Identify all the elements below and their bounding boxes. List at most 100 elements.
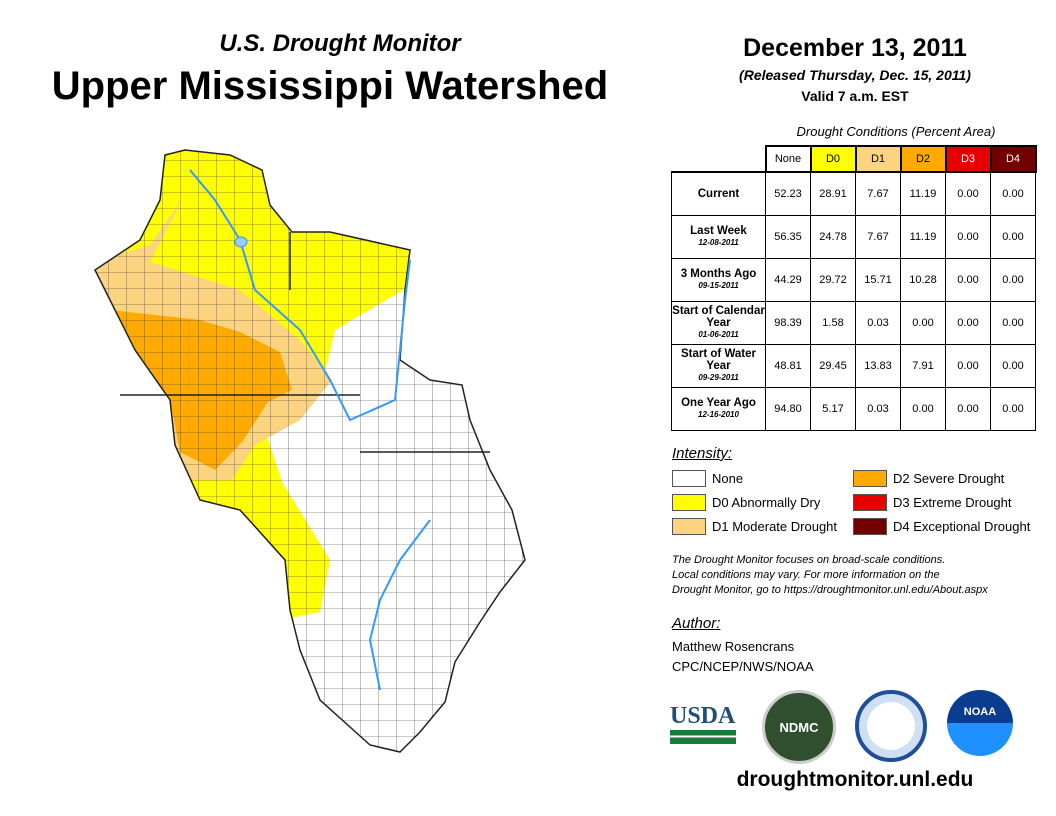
legend-swatch — [672, 518, 706, 535]
table-cell: 0.03 — [855, 301, 901, 345]
table-row: Current 52.23 28.91 7.67 11.19 0.00 0.00 — [671, 171, 1036, 216]
table-cell: 13.83 — [855, 344, 901, 388]
col-d0: D0 — [809, 145, 857, 173]
table-cell: 0.00 — [990, 171, 1036, 216]
col-d2: D2 — [899, 145, 947, 173]
table-cell: 24.78 — [810, 215, 856, 259]
author-heading: Author: — [672, 615, 721, 632]
lake — [234, 236, 248, 248]
table-cell: 56.35 — [765, 215, 811, 259]
table-cell: 28.91 — [810, 171, 856, 216]
legend-title: Intensity: — [672, 445, 733, 462]
row-date: 09-15-2011 — [698, 281, 739, 290]
mississippi-river — [189, 169, 431, 691]
row-date: 09-29-2011 — [698, 373, 739, 382]
table-cell: 0.00 — [990, 344, 1036, 388]
col-d4: D4 — [989, 145, 1037, 173]
table-cell: 0.00 — [990, 258, 1036, 302]
table-row: Start of Water Year 09-29-2011 48.81 29.45 1… — [671, 344, 1036, 388]
legend-item: D3 Extreme Drought — [853, 494, 1012, 511]
row-label-text: One Year Ago — [681, 397, 756, 409]
row-label-text: Start of Calendar Year — [672, 305, 765, 329]
legend-swatch — [853, 518, 887, 535]
row-label-text: Start of Water Year — [681, 348, 756, 372]
usda-logo: USDA — [670, 703, 736, 749]
table-cell: 29.72 — [810, 258, 856, 302]
row-date: 12-16-2010 — [698, 410, 739, 419]
legend-label: D3 Extreme Drought — [893, 495, 1012, 510]
table-cell: 11.19 — [900, 171, 946, 216]
note-line: Drought Monitor, go to https://droughtmo… — [672, 584, 988, 596]
ndmc-text: NDMC — [779, 719, 819, 735]
subtitle: U.S. Drought Monitor — [219, 30, 461, 57]
table-cell: 52.23 — [765, 171, 811, 216]
table-cell: 0.00 — [945, 301, 991, 345]
row-label-text: 3 Months Ago — [680, 268, 757, 280]
table-caption: Drought Conditions (Percent Area) — [796, 124, 996, 139]
legend-item: D0 Abnormally Dry — [672, 494, 820, 511]
col-none: None — [764, 145, 812, 173]
note-line: Local conditions may vary. For more info… — [672, 569, 940, 581]
row-date: 12-08-2011 — [698, 238, 739, 247]
table-cell: 48.81 — [765, 344, 811, 388]
row-label: Current — [671, 171, 766, 216]
table-cell: 0.00 — [945, 215, 991, 259]
table-cell: 44.29 — [765, 258, 811, 302]
table-cell: 15.71 — [855, 258, 901, 302]
table-cell: 94.80 — [765, 387, 811, 431]
drought-conditions-table: None D0 D1 D2 D3 D4 Current 52.23 28.91 7.6… — [671, 145, 1037, 431]
commerce-seal-icon — [855, 690, 927, 762]
note-line: The Drought Monitor focuses on broad-sca… — [672, 554, 946, 566]
author-org: CPC/NCEP/NWS/NOAA — [672, 659, 814, 674]
state-borders — [120, 232, 490, 453]
table-row: Last Week 12-08-2011 56.35 24.78 7.67 11.19 0.… — [671, 215, 1036, 259]
table-cell: 0.00 — [900, 387, 946, 431]
disclaimer: The Drought Monitor focuses on broad-sca… — [672, 553, 1042, 598]
row-label: One Year Ago 12-16-2010 — [671, 387, 766, 431]
table-cell: 0.03 — [855, 387, 901, 431]
table-cell: 29.45 — [810, 344, 856, 388]
legend-swatch — [672, 470, 706, 487]
table-cell: 0.00 — [945, 171, 991, 216]
legend-label: D4 Exceptional Drought — [893, 519, 1031, 534]
legend-label: None — [712, 471, 744, 486]
table-cell: 7.67 — [855, 171, 901, 216]
table-cell: 7.67 — [855, 215, 901, 259]
col-d3: D3 — [944, 145, 992, 173]
legend-item: D4 Exceptional Drought — [853, 518, 1030, 535]
watershed-map — [94, 149, 526, 753]
noaa-text: NOAA — [963, 706, 997, 718]
author-name: Matthew Rosencrans — [672, 639, 795, 654]
table-row: 3 Months Ago 09-15-2011 44.29 29.72 15.71 10.… — [671, 258, 1036, 302]
table-cell: 0.00 — [990, 301, 1036, 345]
county-lines — [95, 150, 525, 752]
table-row: One Year Ago 12-16-2010 94.80 5.17 0.03 0.00 0… — [671, 387, 1036, 431]
table-cell: 5.17 — [810, 387, 856, 431]
table-cell: 0.00 — [945, 387, 991, 431]
legend-swatch — [853, 470, 887, 487]
table-cell: 0.00 — [990, 215, 1036, 259]
table-cell: 0.00 — [990, 387, 1036, 431]
row-label: 3 Months Ago 09-15-2011 — [671, 258, 766, 302]
row-label-text: Current — [697, 188, 740, 200]
table-cell: 11.19 — [900, 215, 946, 259]
footer-url[interactable]: droughtmonitor.unl.edu — [736, 768, 974, 791]
map-date: December 13, 2011 — [743, 34, 967, 62]
table-cell: 1.58 — [810, 301, 856, 345]
legend-label: D1 Moderate Drought — [712, 519, 838, 534]
row-label: Last Week 12-08-2011 — [671, 215, 766, 259]
row-label: Start of Water Year 09-29-2011 — [671, 344, 766, 388]
row-date: 01-06-2011 — [698, 330, 739, 339]
legend-label: D0 Abnormally Dry — [712, 495, 821, 510]
release-date: (Released Thursday, Dec. 15, 2011) — [739, 67, 971, 83]
valid-time: Valid 7 a.m. EST — [801, 88, 909, 104]
table-row: Start of Calendar Year 01-06-2011 98.39 1.5… — [671, 301, 1036, 345]
legend-swatch — [853, 494, 887, 511]
legend-swatch — [672, 494, 706, 511]
legend-item: D1 Moderate Drought — [672, 518, 837, 535]
legend-item: D2 Severe Drought — [853, 470, 1004, 487]
table-cell: 0.00 — [900, 301, 946, 345]
author-info: Matthew Rosencrans CPC/NCEP/NWS/NOAA — [672, 637, 814, 677]
table-cell: 7.91 — [900, 344, 946, 388]
